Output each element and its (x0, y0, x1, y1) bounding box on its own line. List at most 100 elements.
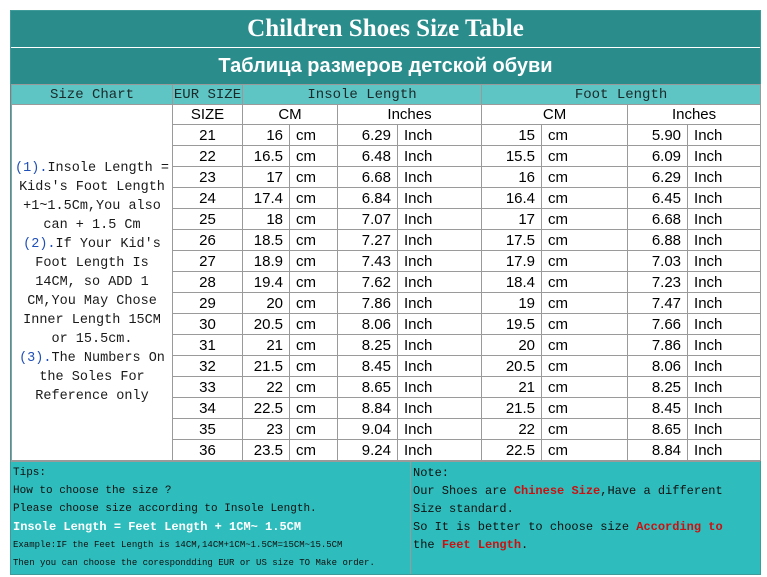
insole-inch-value: 7.62 (337, 271, 398, 293)
tips-label: Tips: (13, 467, 47, 479)
insole-cm-value: 21 (242, 334, 290, 356)
foot-cm-value: 21 (481, 376, 543, 398)
insole-inch-value: 8.84 (337, 397, 398, 419)
table-row: 32 21.5 cm 8.45 Inch 20.5 cm 8.06 Inch (12, 355, 762, 377)
eur-size-cell: 28 (172, 271, 243, 293)
eur-size-cell: 25 (172, 208, 243, 230)
insole-cm-unit: cm (289, 292, 338, 314)
insole-cm-unit: cm (289, 229, 338, 251)
note-line-4: the Feet Length. (413, 538, 529, 552)
foot-inch-value: 8.45 (627, 397, 689, 419)
eur-size-cell: 33 (172, 376, 243, 398)
foot-inch-value: 6.68 (627, 208, 689, 230)
insole-cm-value: 22 (242, 376, 290, 398)
foot-inch-unit: Inch (687, 250, 762, 272)
size-subheader: SIZE (172, 104, 243, 125)
tips-formula: Insole Length = Feet Length + 1CM~ 1.5CM (13, 520, 302, 534)
foot-cm-unit: cm (541, 250, 629, 272)
insole-inch-unit: Inch (396, 418, 483, 440)
foot-cm-value: 17.5 (481, 229, 543, 251)
insole-inch-value: 7.86 (337, 292, 398, 314)
insole-cm-value: 19.4 (242, 271, 290, 293)
table-row: 25 18 cm 7.07 Inch 17 cm 6.68 Inch (12, 208, 762, 230)
size-note-2: (2).If Your Kid's Foot Length Is 14CM, s… (23, 237, 161, 347)
insole-cm-value: 18 (242, 208, 290, 230)
foot-inch-unit: Inch (687, 439, 762, 461)
table-row: 29 20 cm 7.86 Inch 19 cm 7.47 Inch (12, 292, 762, 314)
table-row: 21 16 cm 6.29 Inch 15 cm 5.90 Inch (12, 124, 762, 146)
insole-inch-value: 8.06 (337, 313, 398, 335)
foot-cm-unit: cm (541, 271, 629, 293)
insole-inch-value: 7.43 (337, 250, 398, 272)
eur-size-cell: 26 (172, 229, 243, 251)
size-notes: (1).Insole Length = Kids's Foot Length +… (11, 104, 173, 461)
insole-inch-value: 7.07 (337, 208, 398, 230)
table-row: 35 23 cm 9.04 Inch 22 cm 8.65 Inch (12, 418, 762, 440)
insole-inch-unit: Inch (396, 187, 483, 209)
insole-inch-unit: Inch (396, 397, 483, 419)
eur-size-cell: 24 (172, 187, 243, 209)
insole-inch-unit: Inch (396, 124, 483, 146)
foot-cm-unit: cm (541, 418, 629, 440)
foot-inch-value: 7.86 (627, 334, 689, 356)
table-row: 23 17 cm 6.68 Inch 16 cm 6.29 Inch (12, 166, 762, 188)
foot-inch-unit: Inch (687, 376, 762, 398)
foot-cm-value: 19.5 (481, 313, 543, 335)
table-row: 28 19.4 cm 7.62 Inch 18.4 cm 7.23 Inch (12, 271, 762, 293)
tips-section: Tips: How to choose the size ? Please ch… (11, 462, 411, 574)
foot-length-header: Foot Length (481, 84, 762, 105)
insole-cm-unit: cm (289, 271, 338, 293)
insole-inch-value: 9.04 (337, 418, 398, 440)
note-line-3: So It is better to choose size According… (413, 520, 723, 534)
table-row: 22 16.5 cm 6.48 Inch 15.5 cm 6.09 Inch (12, 145, 762, 167)
page-subtitle: Таблица размеров детской обуви (11, 48, 760, 84)
insole-inch-value: 8.45 (337, 355, 398, 377)
foot-cm-unit: cm (541, 124, 629, 146)
insole-inch-unit: Inch (396, 250, 483, 272)
insole-inch-value: 6.84 (337, 187, 398, 209)
foot-inch-value: 8.84 (627, 439, 689, 461)
size-note-3: (3).The Numbers On the Soles For Referen… (19, 351, 165, 404)
foot-inches-subheader: Inches (627, 104, 762, 125)
foot-cm-value: 18.4 (481, 271, 543, 293)
insole-cm-value: 20 (242, 292, 290, 314)
foot-inch-unit: Inch (687, 292, 762, 314)
foot-cm-unit: cm (541, 313, 629, 335)
eur-size-cell: 31 (172, 334, 243, 356)
foot-inch-value: 8.65 (627, 418, 689, 440)
foot-cm-value: 15.5 (481, 145, 543, 167)
insole-cm-unit: cm (289, 145, 338, 167)
foot-inch-value: 7.47 (627, 292, 689, 314)
foot-inch-unit: Inch (687, 397, 762, 419)
insole-cm-value: 20.5 (242, 313, 290, 335)
foot-inch-value: 6.45 (627, 187, 689, 209)
size-chart-header: Size Chart (11, 84, 173, 105)
foot-cm-value: 19 (481, 292, 543, 314)
foot-cm-value: 16 (481, 166, 543, 188)
eur-size-cell: 22 (172, 145, 243, 167)
eur-size-cell: 36 (172, 439, 243, 461)
tips-example: Example:IF the Feet Length is 14CM,14CM+… (13, 540, 343, 550)
insole-cm-value: 17 (242, 166, 290, 188)
foot-cm-subheader: CM (481, 104, 629, 125)
insole-inch-unit: Inch (396, 439, 483, 461)
tips-question: How to choose the size ? (13, 485, 172, 497)
foot-inch-value: 8.06 (627, 355, 689, 377)
insole-inch-value: 7.27 (337, 229, 398, 251)
foot-inch-value: 6.29 (627, 166, 689, 188)
note-line-2: Size standard. (413, 502, 514, 516)
foot-cm-unit: cm (541, 376, 629, 398)
foot-inch-value: 5.90 (627, 124, 689, 146)
foot-cm-unit: cm (541, 187, 629, 209)
insole-cm-value: 23 (242, 418, 290, 440)
table-row: 33 22 cm 8.65 Inch 21 cm 8.25 Inch (12, 376, 762, 398)
insole-inch-unit: Inch (396, 208, 483, 230)
insole-cm-unit: cm (289, 208, 338, 230)
insole-inch-unit: Inch (396, 166, 483, 188)
insole-length-header: Insole Length (241, 84, 483, 105)
insole-cm-unit: cm (289, 418, 338, 440)
insole-inch-unit: Inch (396, 376, 483, 398)
foot-inch-unit: Inch (687, 166, 762, 188)
insole-inch-unit: Inch (396, 271, 483, 293)
eur-size-cell: 35 (172, 418, 243, 440)
